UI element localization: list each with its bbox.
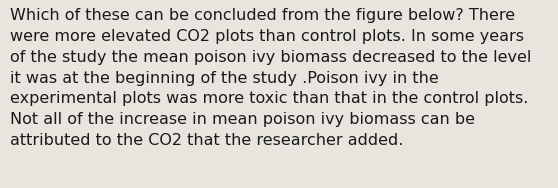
Text: Which of these can be concluded from the figure below? There
were more elevated : Which of these can be concluded from the… <box>10 8 531 148</box>
